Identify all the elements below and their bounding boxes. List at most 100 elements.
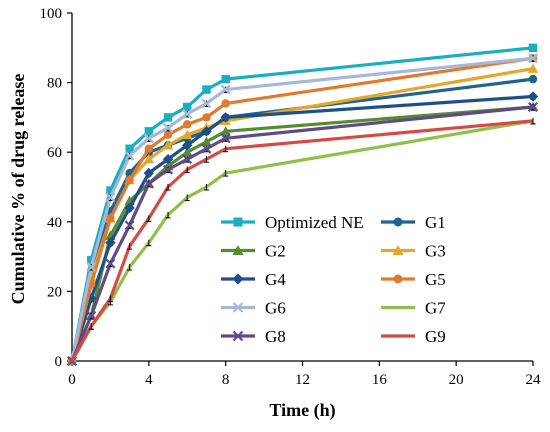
data-point: [182, 140, 193, 151]
data-point: [163, 113, 173, 122]
legend: Optimized NE G1 G2 G3 G4 G5 G6 G7 G8 G9: [221, 213, 446, 346]
data-point: [183, 120, 192, 129]
error-bar: [203, 156, 209, 163]
data-point: [124, 202, 135, 214]
series-g8: [67, 101, 538, 366]
error-bar: [127, 264, 133, 271]
legend-marker: [393, 217, 403, 227]
data-point: [143, 167, 155, 179]
data-point: [527, 91, 539, 102]
data-point: [87, 255, 96, 265]
data-point: [162, 140, 174, 150]
legend-marker: [232, 245, 244, 255]
data-point: [201, 98, 212, 109]
data-point: [143, 153, 155, 164]
legend-marker: [393, 274, 403, 284]
series-optimized-ne: [67, 43, 538, 366]
y-tick-label: 0: [55, 354, 63, 370]
data-point: [220, 133, 231, 144]
x-tick-label: 12: [295, 372, 310, 388]
legend-label: G9: [425, 327, 446, 346]
series-line: [70, 56, 534, 362]
error-bar: [184, 166, 190, 174]
series-line: [70, 46, 534, 362]
data-point: [124, 150, 135, 161]
data-point: [106, 214, 115, 223]
data-point: [163, 130, 173, 139]
data-point: [528, 74, 538, 84]
legend-item: G2: [221, 242, 286, 261]
legend-label: G2: [265, 242, 286, 261]
data-point: [220, 126, 231, 136]
data-point: [86, 262, 97, 273]
y-tick-label: 100: [40, 6, 63, 22]
data-point: [220, 112, 231, 123]
data-point: [124, 220, 135, 231]
data-point: [105, 237, 116, 248]
legend-item: G3: [381, 242, 446, 261]
error-bar: [165, 184, 171, 191]
legend-item: G8: [221, 327, 286, 346]
error-bar: [223, 170, 229, 177]
x-tick-label: 16: [372, 372, 388, 388]
legend-item: G5: [381, 270, 446, 289]
data-point: [183, 102, 192, 112]
legend-label: G6: [265, 299, 286, 318]
y-tick-label: 40: [47, 215, 62, 231]
legend-label: G4: [265, 270, 286, 289]
data-point: [143, 178, 154, 189]
data-point: [201, 136, 212, 146]
data-point: [528, 43, 538, 52]
legend-label: Optimized NE: [265, 213, 364, 232]
series-line: [70, 94, 534, 362]
legend-label: G1: [425, 213, 446, 232]
x-tick-label: 0: [68, 372, 76, 388]
data-point: [125, 175, 134, 185]
legend-marker: [232, 302, 244, 313]
legend-label: G5: [425, 270, 446, 289]
error-bar: [203, 184, 209, 191]
error-bar: [223, 145, 229, 153]
legend-marker: [232, 273, 244, 285]
error-bar: [107, 295, 113, 302]
data-point: [201, 126, 212, 137]
data-point: [201, 143, 212, 154]
data-point: [163, 164, 174, 175]
series-line: [70, 119, 534, 362]
data-point: [162, 153, 174, 165]
error-bar: [165, 211, 171, 219]
legend-item: G1: [381, 213, 446, 232]
series-lines: [66, 43, 539, 367]
series-line: [70, 56, 534, 362]
data-point: [202, 113, 211, 122]
x-tick-label: 8: [222, 372, 230, 388]
data-point: [528, 53, 538, 64]
x-tick-label: 4: [145, 372, 153, 388]
data-point: [182, 147, 193, 157]
legend-label: G3: [425, 242, 446, 261]
data-point: [528, 101, 538, 112]
legend-item: G6: [221, 299, 286, 318]
x-tick-label: 20: [449, 372, 464, 388]
data-point: [125, 144, 134, 153]
error-bar: [88, 323, 94, 330]
series-g7: [70, 117, 536, 362]
error-bar: [530, 117, 536, 125]
data-point: [144, 144, 154, 153]
legend-label: G7: [425, 299, 446, 318]
error-bar: [146, 239, 152, 247]
y-axis-title: Cumulative % of drug release: [8, 74, 28, 305]
data-point: [105, 192, 116, 203]
data-point: [202, 85, 211, 94]
y-tick-label: 60: [47, 145, 62, 161]
axes: 0 20 40 60 80 100 0 4 8 12 16 20 24: [40, 6, 542, 388]
series-g6: [67, 53, 538, 366]
error-bar: [184, 194, 190, 201]
legend-item: Optimized NE: [221, 213, 364, 232]
legend-item: G9: [381, 327, 446, 346]
y-tick-label: 20: [47, 284, 62, 300]
legend-item: G4: [221, 270, 286, 289]
data-point: [143, 133, 154, 144]
